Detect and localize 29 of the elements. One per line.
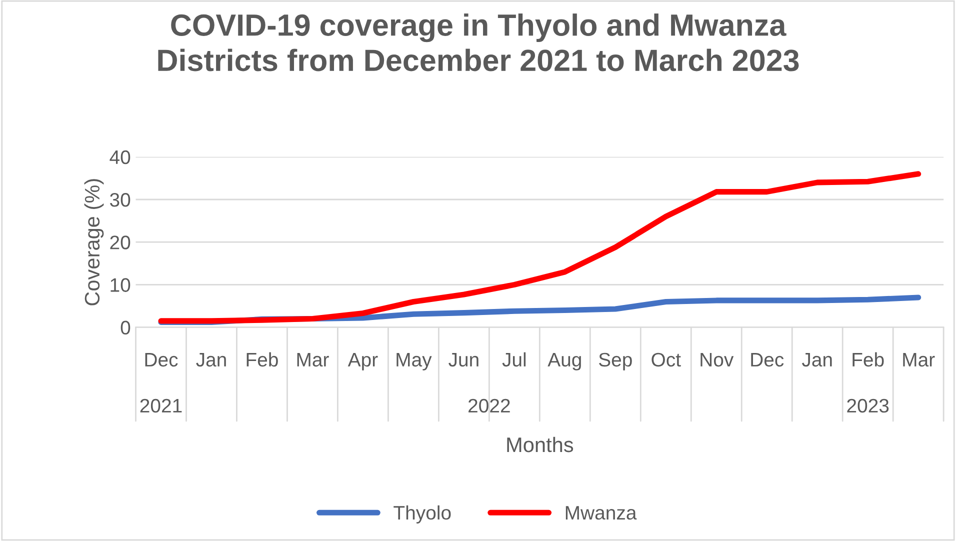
x-tick-label: Nov <box>700 353 734 367</box>
x-tick-label: Dec <box>751 353 784 367</box>
text: 2023 <box>847 398 889 413</box>
x-tick-label: Jan <box>196 353 226 367</box>
x-tick-label: Jul <box>502 352 526 367</box>
x-axis-title: Months <box>507 436 574 452</box>
text: 2022 <box>468 398 510 413</box>
y-tick-label: 20 <box>110 236 130 250</box>
legend-label: Mwanza <box>566 506 637 520</box>
x-tick-label: Mar <box>903 353 935 367</box>
y-tick-label: 0 <box>120 320 130 335</box>
chart-title: COVID-19 coverage in Thyolo and Mwanza Districts from December 2021 to March 2023 <box>158 14 799 72</box>
x-tick-label: Sep <box>598 352 632 370</box>
y-tick-label: 30 <box>110 192 130 207</box>
text: 2021 <box>140 398 182 413</box>
x-tick-label: Aug <box>548 353 581 370</box>
y-tick-label: 40 <box>110 150 130 164</box>
x-tick-label: Apr <box>348 353 378 370</box>
legend-label: Thyolo <box>394 505 451 524</box>
x-tick-label: Dec <box>145 353 178 367</box>
y-axis-title: Coverage (%) <box>84 179 104 306</box>
y-tick-label: 10 <box>110 278 130 292</box>
x-tick-label: May <box>396 353 432 370</box>
x-tick-label: Oct <box>652 352 681 367</box>
x-tick-label: Jan <box>802 353 832 367</box>
x-tick-label: Jun <box>448 353 478 367</box>
x-tick-label: Mar <box>297 353 329 367</box>
x-tick-label: Feb <box>246 352 278 367</box>
x-tick-label: Feb <box>852 352 884 367</box>
